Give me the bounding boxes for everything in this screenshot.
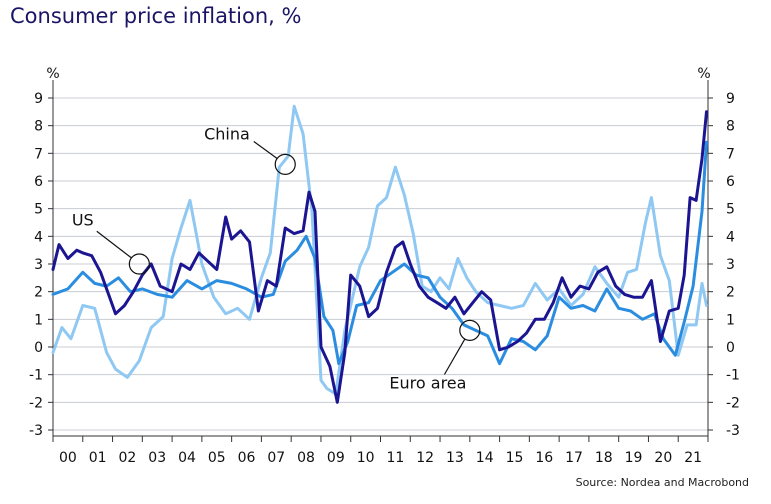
annotation-label: Euro area — [389, 374, 466, 393]
y-tick-label-left: 9 — [34, 91, 43, 107]
series-line-euro-area — [51, 140, 708, 366]
y-tick-label-right: 6 — [726, 174, 735, 190]
y-tick-label-right: 5 — [726, 202, 735, 218]
x-tick-label: 06 — [238, 450, 256, 466]
y-tick-label-left: 4 — [34, 229, 43, 245]
y-tick-label-left: 6 — [34, 174, 43, 190]
x-tick-label: 15 — [506, 450, 524, 466]
y-tick-label-right: 8 — [726, 119, 735, 135]
y-tick-label-right: 3 — [726, 257, 735, 273]
x-tick-label: 09 — [327, 450, 345, 466]
source-note: Source: Nordea and Macrobond — [575, 476, 749, 489]
chart-title: Consumer price inflation, % — [10, 4, 302, 28]
x-tick-label: 16 — [535, 450, 553, 466]
x-tick-label: 00 — [59, 450, 77, 466]
x-tick-label: 13 — [446, 450, 464, 466]
x-tick-label: 12 — [416, 450, 434, 466]
annotation-circle — [128, 253, 150, 275]
x-tick-label: 03 — [148, 450, 166, 466]
x-tick-label: 14 — [476, 450, 494, 466]
y-tick-label-right: 7 — [726, 146, 735, 162]
annotation-leader — [443, 338, 466, 375]
x-tick-label: 18 — [595, 450, 613, 466]
y-tick-label-left: 5 — [34, 202, 43, 218]
x-tick-label: 10 — [357, 450, 375, 466]
x-tick-label: 20 — [654, 450, 672, 466]
annotation-leader — [253, 141, 278, 159]
series-line-china — [51, 104, 708, 396]
y-tick-label-right: -2 — [726, 395, 740, 411]
x-tick-label: 05 — [208, 450, 226, 466]
y-tick-label-left: -2 — [29, 395, 43, 411]
x-tick-label: 19 — [625, 450, 643, 466]
y-tick-label-left: 8 — [34, 119, 43, 135]
y-tick-label-right: 0 — [726, 340, 735, 356]
annotation-label: China — [204, 125, 250, 144]
y-tick-label-left: -3 — [29, 423, 43, 439]
axes: 9 98 87 76 65 54 43 32 21 10 0-1 -1-2 -2-3 -3% %00 01 02… — [29, 66, 740, 466]
y-tick-label-right: 1 — [726, 312, 735, 328]
y-tick-label-left: 7 — [34, 146, 43, 162]
y-tick-label-right: 2 — [726, 285, 735, 301]
annotation-leader — [96, 230, 132, 259]
annotations: China US Euro area — [72, 125, 481, 393]
series-lines — [51, 104, 708, 404]
y-tick-label-left: 2 — [34, 285, 43, 301]
annotation-label: US — [72, 210, 94, 229]
y-tick-label-right: -1 — [726, 368, 740, 384]
y-unit-label-left: % — [46, 66, 59, 82]
y-tick-label-left: 1 — [34, 312, 43, 328]
x-tick-label: 01 — [89, 450, 107, 466]
y-tick-label-left: 0 — [34, 340, 43, 356]
y-tick-label-left: 3 — [34, 257, 43, 273]
x-tick-label: 07 — [267, 450, 285, 466]
y-tick-label-right: 4 — [726, 229, 735, 245]
series-line-us — [51, 110, 708, 404]
x-tick-label: 04 — [178, 450, 196, 466]
y-unit-label-right: % — [697, 66, 710, 82]
x-tick-label: 11 — [386, 450, 404, 466]
annotation-circle — [274, 153, 296, 175]
x-tick-label: 02 — [119, 450, 137, 466]
x-tick-label: 08 — [297, 450, 315, 466]
x-tick-label: 21 — [684, 450, 702, 466]
y-tick-label-right: -3 — [726, 423, 740, 439]
y-tick-label-right: 9 — [726, 91, 735, 107]
x-tick-label: 17 — [565, 450, 583, 466]
y-tick-label-left: -1 — [29, 368, 43, 384]
annotation-circle — [459, 319, 481, 341]
